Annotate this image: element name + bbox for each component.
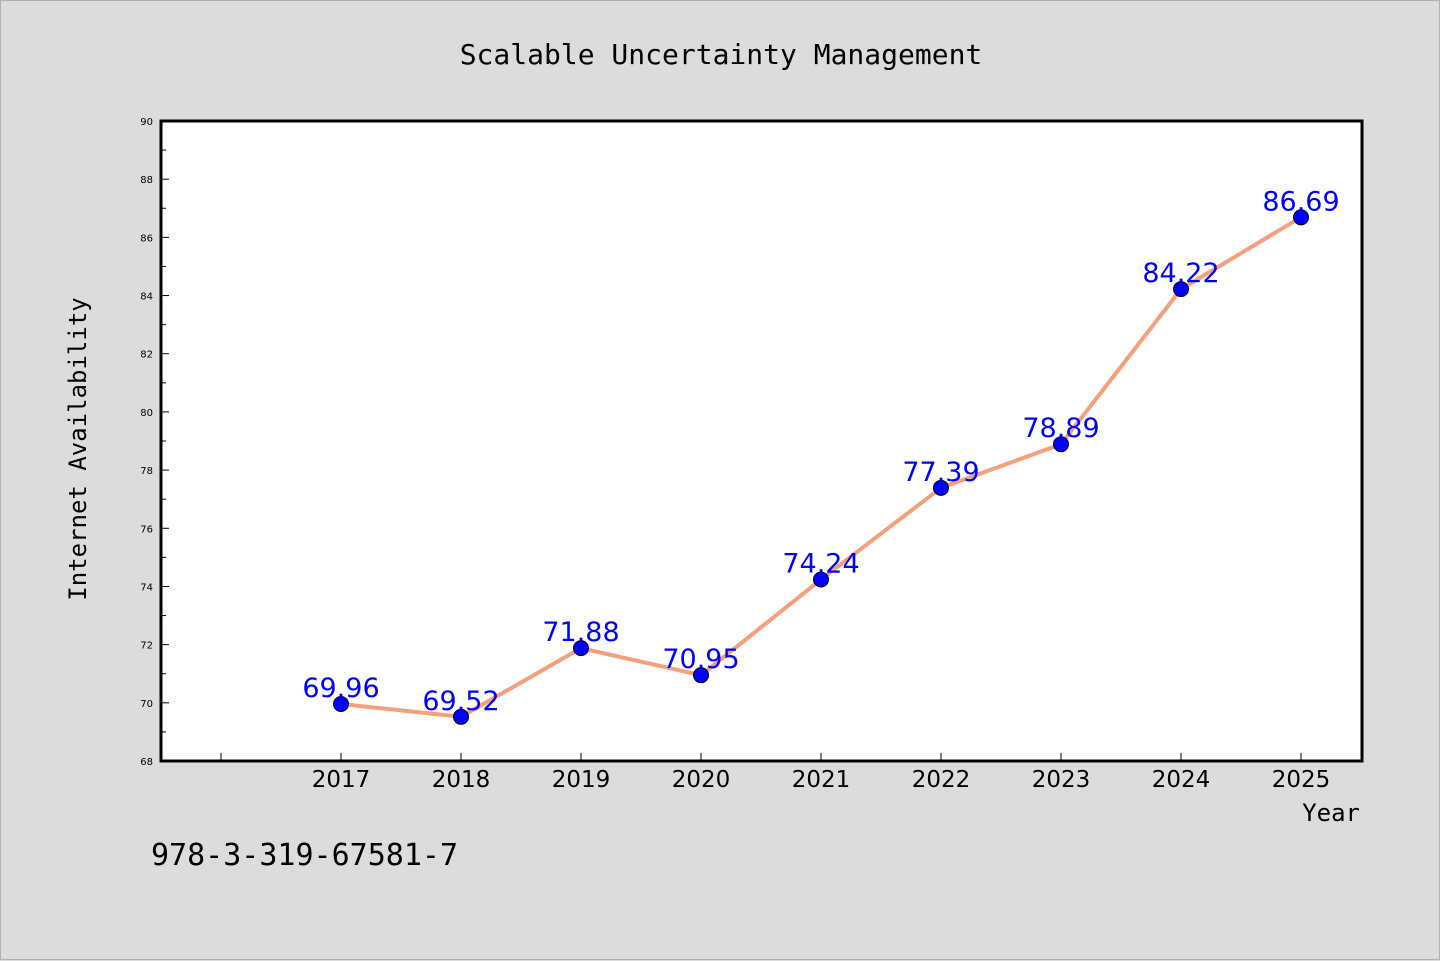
data-label: 69.96 (302, 673, 379, 704)
y-axis: 68 70 72 74 76 78 80 82 84 86 88 90 (140, 117, 169, 768)
x-tick-label: 2022 (912, 767, 971, 793)
data-point (573, 640, 589, 657)
x-axis: 2017 2018 2019 2020 2021 2022 2023 2024 2025 (220, 753, 1331, 793)
y-tick-label: 72 (140, 641, 153, 652)
x-tick-label: 2023 (1032, 767, 1091, 793)
plot-area (159, 119, 1364, 763)
data-label: 70.95 (662, 644, 739, 675)
y-tick-label: 78 (140, 466, 153, 477)
data-point (453, 708, 469, 725)
y-tick-label: 82 (140, 350, 153, 361)
y-axis-label: Internet Availability (64, 297, 92, 600)
data-label: 78.89 (1022, 413, 1099, 444)
data-markers (333, 209, 1309, 725)
y-tick-label: 86 (140, 233, 153, 244)
x-tick-label: 2025 (1272, 767, 1331, 793)
chart-title: Scalable Uncertainty Management (460, 38, 983, 71)
data-label: 86.69 (1262, 186, 1339, 217)
data-label: 71.88 (542, 617, 619, 648)
x-tick-label: 2021 (792, 767, 851, 793)
data-point (1173, 281, 1189, 298)
data-label: 69.52 (422, 686, 499, 717)
data-point (1293, 209, 1309, 226)
y-tick-label: 80 (140, 408, 153, 419)
x-tick-label: 2018 (432, 767, 491, 793)
y-tick-label: 70 (140, 699, 153, 710)
isbn-annotation: 978-3-319-67581-7 (151, 838, 458, 873)
data-point (693, 667, 709, 684)
x-tick-label: 2019 (552, 767, 611, 793)
data-labels: 69.96 69.52 71.88 70.95 74.24 77.39 78.89 84.22… (302, 186, 1339, 716)
y-tick-label: 90 (140, 117, 153, 128)
x-tick-label: 2024 (1152, 767, 1211, 793)
x-axis-label: Year (1302, 799, 1360, 827)
y-tick-label: 74 (140, 582, 153, 593)
data-point (333, 695, 349, 712)
data-point (1053, 436, 1069, 453)
data-label: 74.24 (782, 548, 859, 579)
y-tick-label: 76 (140, 524, 153, 535)
data-point (813, 571, 829, 588)
data-label: 77.39 (902, 457, 979, 488)
x-tick-label: 2017 (312, 767, 371, 793)
y-tick-label: 88 (140, 175, 153, 186)
x-tick-label: 2020 (672, 767, 731, 793)
data-label: 84.22 (1142, 258, 1219, 289)
data-point (933, 479, 949, 496)
y-tick-label: 84 (140, 292, 153, 303)
y-tick-label: 68 (140, 757, 153, 768)
